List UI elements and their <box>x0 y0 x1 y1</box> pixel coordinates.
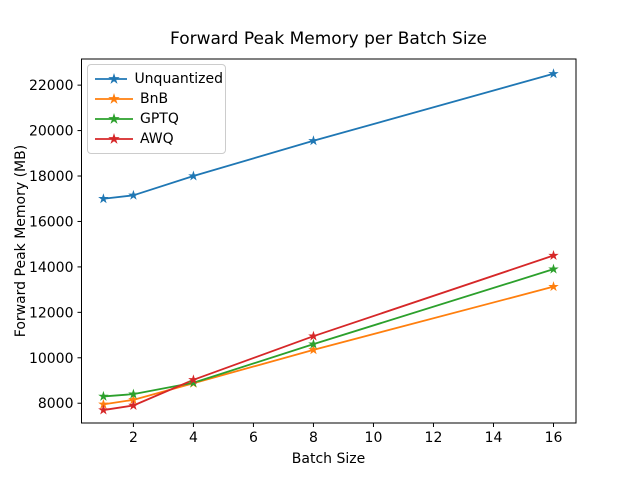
x-tick-label: 2 <box>129 430 138 446</box>
data-point-marker-unquantized <box>128 189 139 200</box>
x-tick-label: 6 <box>249 430 258 446</box>
data-point-marker-bnb <box>128 394 139 405</box>
legend-line-star-icon <box>95 73 128 84</box>
legend-line-star-icon <box>95 93 133 104</box>
data-point-marker-unquantized <box>188 170 199 181</box>
data-point-marker-unquantized <box>548 68 559 79</box>
y-tick-label: 16000 <box>29 214 74 230</box>
y-axis-label: Forward Peak Memory (MB) <box>13 144 29 338</box>
legend-item-awq: AWQ <box>95 129 223 149</box>
legend-line-star-icon <box>95 133 133 144</box>
chart-title: Forward Peak Memory per Batch Size <box>170 29 487 49</box>
x-tick-label: 16 <box>545 430 563 446</box>
x-tick-label: 10 <box>365 430 383 446</box>
data-point-marker-gptq <box>548 263 559 274</box>
data-point-marker-awq <box>98 404 109 415</box>
star-marker-icon <box>108 73 120 84</box>
plot-border <box>81 58 577 424</box>
legend-item-unquantized: Unquantized <box>95 69 223 89</box>
legend-label: BnB <box>140 91 169 107</box>
legend-label: AWQ <box>140 131 174 147</box>
y-tick-label: 8000 <box>38 396 74 412</box>
data-point-marker-awq <box>308 330 319 341</box>
x-tick-label: 12 <box>425 430 443 446</box>
data-point-marker-awq <box>128 400 139 410</box>
legend-line-star-icon <box>95 113 133 124</box>
data-point-marker-unquantized <box>308 135 319 146</box>
star-marker-icon <box>108 113 120 124</box>
y-tick-label: 14000 <box>29 260 74 276</box>
data-point-marker-bnb <box>308 344 319 355</box>
x-tick-label: 8 <box>309 430 318 446</box>
x-tick-label: 14 <box>485 430 503 446</box>
star-marker-icon <box>108 133 120 144</box>
legend-item-bnb: BnB <box>95 89 223 109</box>
data-point-marker-gptq <box>308 338 319 349</box>
y-tick-label: 18000 <box>29 169 74 185</box>
legend-item-gptq: GPTQ <box>95 109 223 129</box>
data-point-marker-gptq <box>188 377 199 388</box>
x-tick-label: 4 <box>189 430 198 446</box>
data-point-marker-bnb <box>98 398 109 409</box>
data-point-marker-bnb <box>548 281 559 292</box>
y-tick-label: 10000 <box>29 351 74 367</box>
y-tick-label: 12000 <box>29 305 74 321</box>
data-point-marker-gptq <box>128 388 139 399</box>
legend-label: GPTQ <box>140 111 179 127</box>
data-point-marker-unquantized <box>98 193 109 204</box>
data-point-marker-awq <box>188 374 199 385</box>
data-point-marker-awq <box>548 250 559 260</box>
legend: Unquantized BnB GPTQ AWQ <box>87 64 226 154</box>
data-point-marker-gptq <box>98 390 109 401</box>
legend-label: Unquantized <box>134 71 223 87</box>
star-marker-icon <box>108 93 120 104</box>
y-tick-label: 22000 <box>29 78 74 94</box>
y-tick-label: 20000 <box>29 124 74 140</box>
x-axis-label: Batch Size <box>291 451 366 467</box>
series-line-gptq <box>102 268 555 398</box>
